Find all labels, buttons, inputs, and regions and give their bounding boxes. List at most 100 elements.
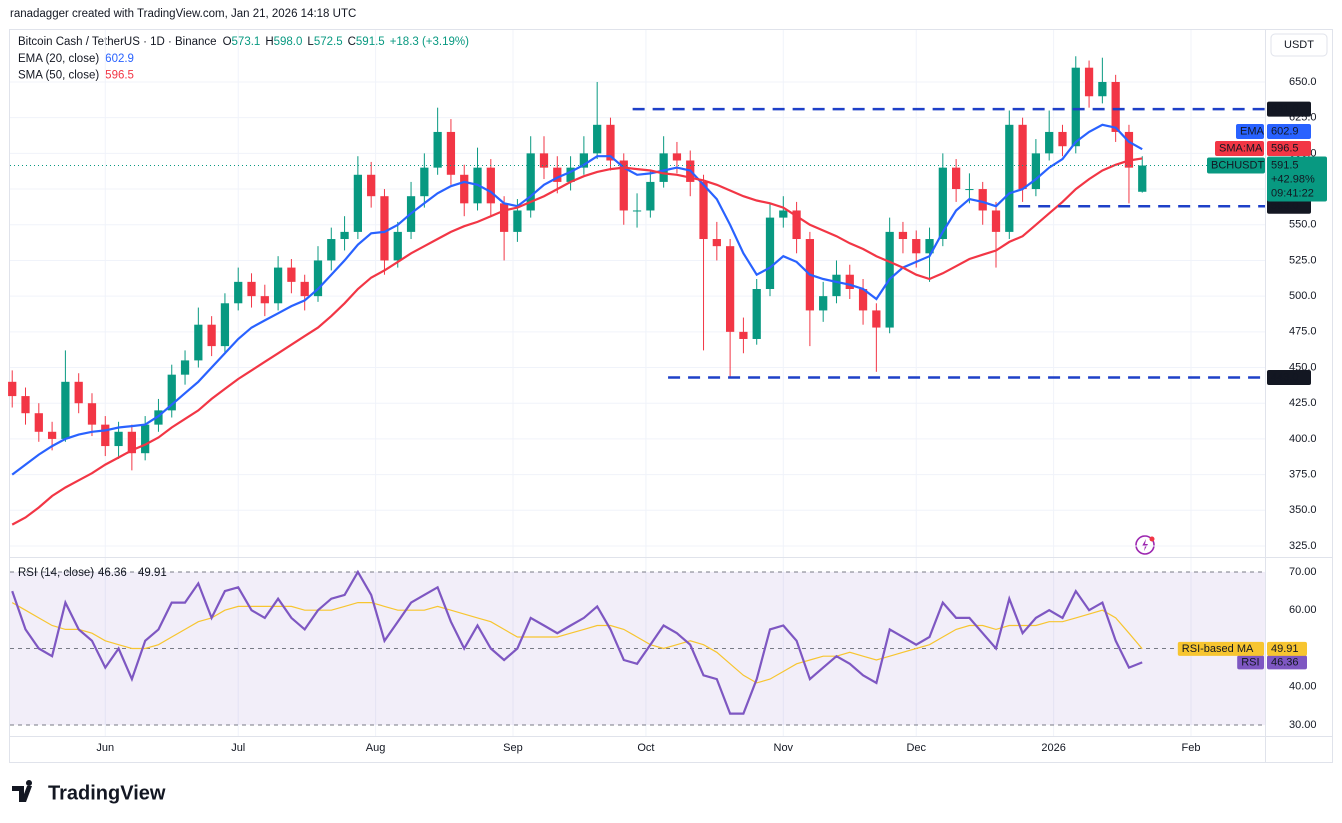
y-tick-label: 325.0	[1289, 540, 1317, 552]
candle-body	[340, 231, 349, 240]
candle-body	[393, 231, 402, 261]
currency[interactable]: USDT	[1284, 39, 1314, 51]
candle-body	[127, 431, 136, 454]
candle-body	[925, 239, 934, 254]
candle-body	[978, 189, 987, 211]
candle-body	[21, 396, 30, 414]
indicator-badge-value: 596.5	[1271, 142, 1299, 154]
candle-body	[739, 331, 748, 339]
y-tick-label: 40.00	[1289, 681, 1317, 693]
alert-circle[interactable]	[1135, 535, 1155, 555]
candle-body	[765, 217, 775, 290]
candle-body	[207, 324, 216, 347]
candle-body	[1138, 165, 1147, 192]
candle-body	[819, 296, 828, 311]
candle-body	[1058, 131, 1067, 147]
logo-mark	[12, 779, 33, 802]
indicator-badge-name: SMA:MA	[1219, 142, 1263, 154]
indicator-badge-name-bg	[1215, 140, 1264, 156]
indicator-line	[11, 123, 1143, 476]
level-label: 443.0	[1271, 371, 1299, 383]
candle-body	[632, 210, 642, 212]
candle-body	[300, 281, 309, 297]
countdown: 09:41:22	[1271, 187, 1314, 199]
alert-icon[interactable]	[1135, 535, 1155, 555]
x-tick-label: Aug	[366, 742, 386, 754]
candle-body	[47, 431, 57, 439]
symbol: Bitcoin Cash / TetherUS · 1D · Binance	[18, 36, 217, 48]
rsi-badge-name-bg	[1237, 655, 1264, 670]
ohlc-value: 572.5	[314, 36, 343, 48]
y-tick-label: 400.0	[1289, 433, 1317, 445]
candle-body	[420, 167, 429, 197]
price-badge-bg	[1267, 156, 1327, 202]
candle-body	[460, 174, 469, 204]
candle-body	[260, 296, 269, 304]
price-name: BCHUSDT	[1211, 159, 1264, 171]
candle-body	[486, 167, 495, 204]
rsi-badge-value: 49.91	[1271, 643, 1299, 655]
y-tick-label: 525.0	[1289, 254, 1317, 266]
candle-body	[380, 196, 389, 261]
alert-dot[interactable]	[1149, 536, 1155, 542]
candle-body	[832, 274, 841, 297]
rsi-legend-value: 46.36	[98, 567, 127, 579]
candle-body	[659, 153, 668, 182]
candle-body	[553, 167, 562, 182]
candle-body	[699, 181, 708, 240]
indicator-value: 596.5	[105, 70, 134, 82]
candle-body	[220, 303, 230, 347]
alert-bolt[interactable]	[1142, 539, 1148, 551]
rsi-badge-name: RSI	[1241, 656, 1259, 668]
ohlc-key: O	[223, 36, 232, 48]
rsi-badge-name: RSI-based MA	[1182, 643, 1254, 655]
x-tick-label: Jul	[231, 742, 245, 754]
y-tick-label: 350.0	[1289, 504, 1317, 516]
candle-body	[672, 153, 682, 161]
price-change: +42.98%	[1271, 173, 1315, 185]
symbol-legend: Bitcoin Cash / TetherUS · 1D · Binance O 5…	[18, 36, 469, 48]
candle-body	[752, 289, 761, 339]
x-tick-label: Oct	[637, 742, 654, 754]
candle-body	[1005, 124, 1014, 232]
indicator-legend: EMA (20, close) 602.9	[18, 53, 134, 65]
indicator-badge-name-bg	[1236, 123, 1264, 139]
rsi-badge-value-bg	[1267, 641, 1307, 656]
x-tick-label: Nov	[774, 742, 794, 754]
level-label: 563.0	[1271, 200, 1299, 212]
candle-body	[845, 274, 854, 290]
x-tick-label: Sep	[503, 742, 523, 754]
candle-body	[606, 124, 615, 161]
candle-body	[1018, 124, 1027, 190]
candle-body	[526, 153, 535, 211]
candle-body	[779, 210, 788, 218]
rsi-badge-name-bg	[1177, 641, 1264, 656]
candle-body	[1031, 153, 1041, 190]
price-name-bg	[1207, 157, 1265, 174]
candle-body	[433, 131, 442, 168]
candle-body	[872, 310, 881, 328]
x-tick-label: Jun	[96, 742, 114, 754]
ohlc-key: H	[265, 36, 273, 48]
candle-body	[1098, 81, 1107, 97]
currency-button[interactable]	[1270, 33, 1328, 57]
candle-body	[898, 231, 908, 240]
candle-body	[619, 160, 628, 211]
candle-body	[579, 153, 589, 168]
candle-body	[991, 210, 1001, 232]
candle-body	[499, 203, 509, 232]
change: +18.3 (+3.19%)	[390, 36, 469, 48]
brand-logo: TradingView	[12, 779, 166, 804]
y-tick-label: 475.0	[1289, 326, 1317, 338]
candle-body	[353, 174, 362, 232]
candle-body	[234, 281, 243, 304]
indicator-badge-value: 602.9	[1271, 125, 1299, 137]
candle-body	[965, 189, 974, 191]
indicator-badge-name: EMA	[1240, 125, 1265, 137]
level-label-bg	[1267, 198, 1311, 214]
candle-body	[1084, 67, 1094, 97]
rsi-line	[11, 602, 1143, 684]
candle-body	[566, 167, 575, 182]
y-tick-label: 70.00	[1289, 566, 1317, 578]
